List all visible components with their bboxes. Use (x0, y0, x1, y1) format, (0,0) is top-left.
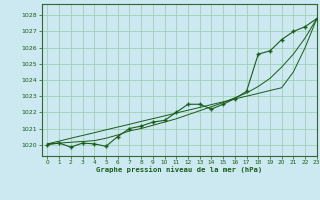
X-axis label: Graphe pression niveau de la mer (hPa): Graphe pression niveau de la mer (hPa) (96, 167, 262, 173)
